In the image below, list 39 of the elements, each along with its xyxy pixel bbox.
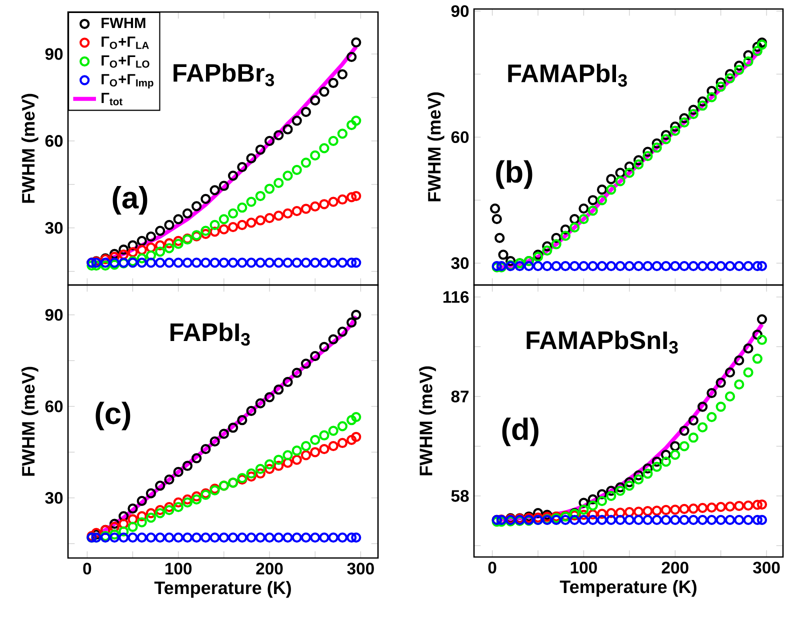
y-tick-label: 60 xyxy=(45,400,63,412)
x-axis-title: Temperature (K) xyxy=(560,580,696,597)
legend-label: Γ$_{O}$+Γ$_{LO}$ xyxy=(102,55,150,68)
annotation: FAPbBr$_{3}$ xyxy=(174,63,274,86)
y-tick-label: 60 xyxy=(45,135,63,147)
y-tick-label: 90 xyxy=(45,48,63,60)
y-tick-label: 30 xyxy=(45,222,63,234)
legend-label: FWHM xyxy=(102,18,146,28)
y-axis-title: FWHM (meV) xyxy=(21,366,38,476)
legend-label: Γ$_{tot}$ xyxy=(102,92,122,106)
legend-label: Γ$_{O}$+Γ$_{Imp}$ xyxy=(102,74,154,89)
y-tick-label: 90 xyxy=(451,5,469,17)
y-axis-title: FWHM (meV) xyxy=(419,366,436,476)
x-tick-label: 200 xyxy=(662,562,688,574)
annotation: (a) xyxy=(112,186,148,215)
y-tick-label: 90 xyxy=(45,308,63,321)
x-tick-label: 0 xyxy=(488,562,496,574)
x-tick-label: 300 xyxy=(347,562,374,575)
annotation: (c) xyxy=(96,402,130,430)
y-tick-label: 58 xyxy=(451,490,469,502)
annotation: FAMAPbI$_{3}$ xyxy=(508,64,627,87)
x-tick-label: 100 xyxy=(570,562,597,574)
legend-label: Γ$_{O}$+Γ$_{LA}$ xyxy=(102,36,149,49)
y-tick-label: 60 xyxy=(451,131,469,144)
x-tick-label: 200 xyxy=(256,562,283,574)
y-tick-label: 116 xyxy=(443,291,469,303)
x-tick-label: 100 xyxy=(165,562,192,574)
x-axis-title: Temperature (K) xyxy=(154,581,291,598)
y-tick-label: 30 xyxy=(451,257,469,270)
annotation: FAMAPbSnI$_{3}$ xyxy=(526,330,678,354)
annotation: (b) xyxy=(496,160,532,189)
x-tick-label: 300 xyxy=(753,562,780,574)
x-tick-label: 0 xyxy=(83,562,92,574)
y-axis-title: FWHM (meV) xyxy=(427,92,444,202)
y-axis-title: FWHM (meV) xyxy=(21,94,38,203)
y-tick-label: 87 xyxy=(451,390,469,402)
annotation: FAPbI$_{3}$ xyxy=(170,322,250,346)
y-tick-label: 30 xyxy=(45,492,63,504)
annotation: (d) xyxy=(502,418,538,446)
